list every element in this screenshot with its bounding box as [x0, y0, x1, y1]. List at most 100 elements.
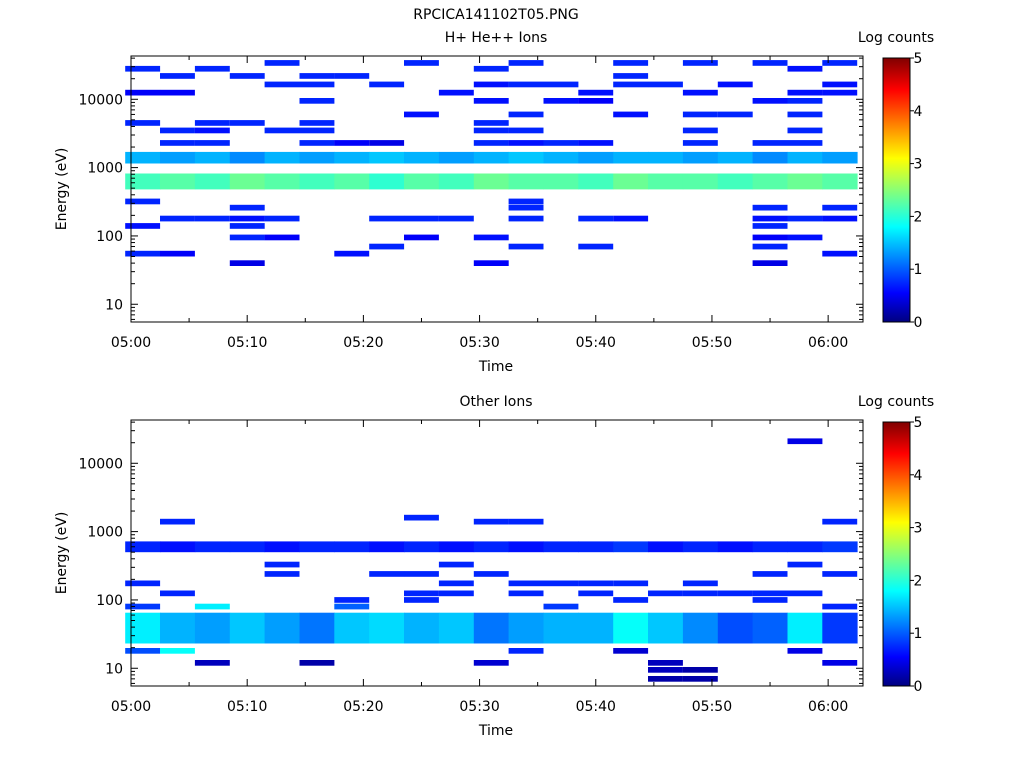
figure-title: RPCICA141102T05.PNG [413, 7, 578, 23]
x-tick-label: 05:00 [111, 699, 151, 715]
heatmap-cell [648, 151, 684, 164]
heatmap-cell [752, 243, 788, 250]
heatmap-cell [229, 120, 265, 126]
heatmap-cell [299, 81, 335, 88]
heatmap-cell [125, 612, 161, 644]
heatmap-cell [229, 204, 265, 211]
heatmap-cell [648, 667, 683, 673]
x-tick-label: 05:20 [343, 335, 383, 351]
colorbar-tick-label: 4 [914, 104, 923, 120]
heatmap-cell [752, 215, 788, 222]
heatmap-cell [752, 590, 788, 597]
heatmap-cell [613, 612, 649, 644]
heatmap-cell [613, 60, 649, 66]
y-tick-label: 10 [105, 297, 123, 313]
heatmap-cell [648, 590, 683, 597]
heatmap-cell [160, 73, 195, 79]
x-tick-label: 05:40 [576, 335, 616, 351]
heatmap-cell [822, 151, 858, 164]
heatmap-cell [264, 612, 300, 644]
heatmap-cell [160, 250, 195, 257]
heatmap-cell [264, 151, 300, 164]
colorbar-label: Log counts [858, 30, 934, 46]
heatmap-cell [787, 111, 823, 118]
heatmap-cell [160, 215, 195, 222]
heatmap-cell [369, 173, 405, 190]
panel-title: Other Ions [459, 394, 532, 410]
heatmap-cell [473, 127, 509, 134]
heatmap-cell [438, 173, 475, 190]
heatmap-cell [543, 81, 579, 88]
heatmap-cell [787, 541, 823, 553]
heatmap-cell [682, 127, 718, 134]
heatmap-cell [369, 612, 405, 644]
heatmap-cell [194, 173, 231, 190]
heatmap-cell [613, 151, 649, 164]
heatmap-cell [160, 89, 195, 96]
heatmap-cell [543, 173, 579, 190]
heatmap-cell [752, 60, 788, 66]
y-tick-label: 10 [105, 661, 123, 677]
y-axis-label: Energy (eV) [54, 148, 70, 231]
heatmap-cell [334, 612, 370, 644]
colorbar-tick-label: 4 [914, 468, 923, 484]
heatmap-cell [787, 612, 823, 644]
heatmap-cell [613, 215, 649, 222]
heatmap-cell [508, 60, 544, 66]
heatmap-cell [369, 140, 405, 146]
heatmap-cell [229, 73, 265, 79]
heatmap-cell [160, 140, 195, 146]
y-tick-label: 10000 [78, 92, 123, 108]
heatmap-cell [787, 98, 823, 104]
heatmap-cell [264, 81, 300, 88]
heatmap-cell [229, 215, 265, 222]
heatmap-cell [229, 151, 266, 164]
colorbar-tick-label: 1 [914, 626, 923, 642]
heatmap-cell [438, 580, 474, 587]
heatmap-cell [264, 571, 300, 577]
heatmap-cell [473, 571, 509, 577]
heatmap-cell [787, 65, 823, 72]
heatmap-cell [752, 140, 788, 146]
heatmap-cell [299, 120, 335, 126]
heatmap-cell [613, 580, 649, 587]
heatmap-cell [717, 612, 754, 644]
heatmap-cell [578, 98, 614, 104]
heatmap-cell [125, 648, 161, 654]
heatmap-cell [543, 140, 579, 146]
heatmap-cell [438, 561, 474, 568]
colorbar-tick-label: 1 [914, 262, 923, 278]
colorbar-tick-label: 0 [914, 679, 923, 695]
heatmap-cell [752, 260, 788, 266]
heatmap-cell [578, 541, 614, 553]
heatmap-cell [404, 234, 439, 241]
heatmap-cell [787, 648, 823, 654]
heatmap-cell [682, 676, 718, 682]
heatmap-cell [334, 603, 370, 610]
heatmap-cell [438, 151, 475, 164]
heatmap-cell [508, 590, 544, 597]
heatmap-cell [473, 81, 509, 88]
heatmap-cell [752, 204, 788, 211]
heatmap-cell [822, 518, 858, 525]
heatmap-cell [613, 111, 649, 118]
x-tick-label: 05:50 [692, 335, 732, 351]
heatmap-cell [613, 541, 649, 553]
heatmap-cell [787, 151, 823, 164]
heatmap-cell [299, 73, 335, 79]
heatmap-cell [508, 648, 544, 654]
heatmap-cell [787, 140, 823, 146]
heatmap-cell [822, 612, 858, 644]
heatmap-cell [404, 111, 439, 118]
x-axis: 05:00 05:10 05:20 05:30 05:40 05:50 06:00 [111, 56, 848, 351]
heatmap-cell [508, 518, 544, 525]
heatmap-cell [613, 648, 649, 654]
heatmap-cell [404, 151, 440, 164]
heatmap-cell [473, 65, 509, 72]
heatmap-cell [752, 223, 788, 229]
heatmap-cell [543, 98, 579, 104]
heatmap-cell [404, 597, 439, 603]
heatmap-cell [822, 204, 858, 211]
